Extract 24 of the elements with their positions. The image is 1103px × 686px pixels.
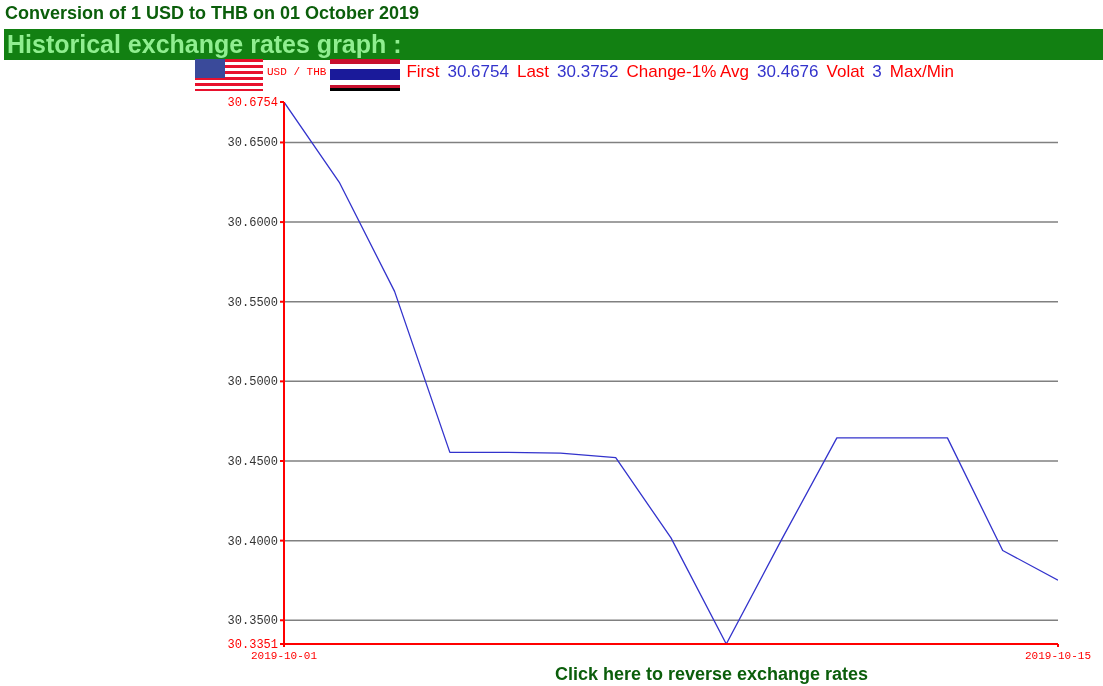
y-tick-label: 30.5500 xyxy=(227,295,278,310)
y-tick-label: 30.3500 xyxy=(227,614,278,629)
text: 30.3752 xyxy=(557,62,619,82)
text: First xyxy=(406,62,440,82)
y-tick-label: 30.4000 xyxy=(227,534,278,549)
chart-title: Conversion of 1 USD to THB on 01 October 2019 xyxy=(5,3,420,24)
y-tick-label: 30.6000 xyxy=(227,216,278,231)
text: Volat xyxy=(826,62,865,82)
text: USD / THB xyxy=(267,66,327,78)
x-tick-label: 2019-10-15 xyxy=(1024,649,1092,662)
text: Click here to reverse exchange rates xyxy=(553,664,870,685)
y-tick-label: 30.4500 xyxy=(227,455,278,469)
text: 30.4676 xyxy=(757,62,819,82)
y-tick-label: 30.3351 xyxy=(227,638,278,652)
y-tick-label: 30.6754 xyxy=(227,96,278,110)
y-tick-label: 30.5000 xyxy=(227,375,278,390)
x-tick-label: 2019-10-01 xyxy=(250,649,318,662)
text: 30.6754 xyxy=(447,62,509,82)
text: Change-1% Avg xyxy=(626,62,750,82)
text: Max/Min xyxy=(889,62,955,82)
chart-subtitle: Historical exchange rates graph : xyxy=(4,29,1103,60)
text: Last xyxy=(516,62,550,82)
text: 3 xyxy=(872,62,882,82)
y-tick-label: 30.6500 xyxy=(227,136,278,151)
